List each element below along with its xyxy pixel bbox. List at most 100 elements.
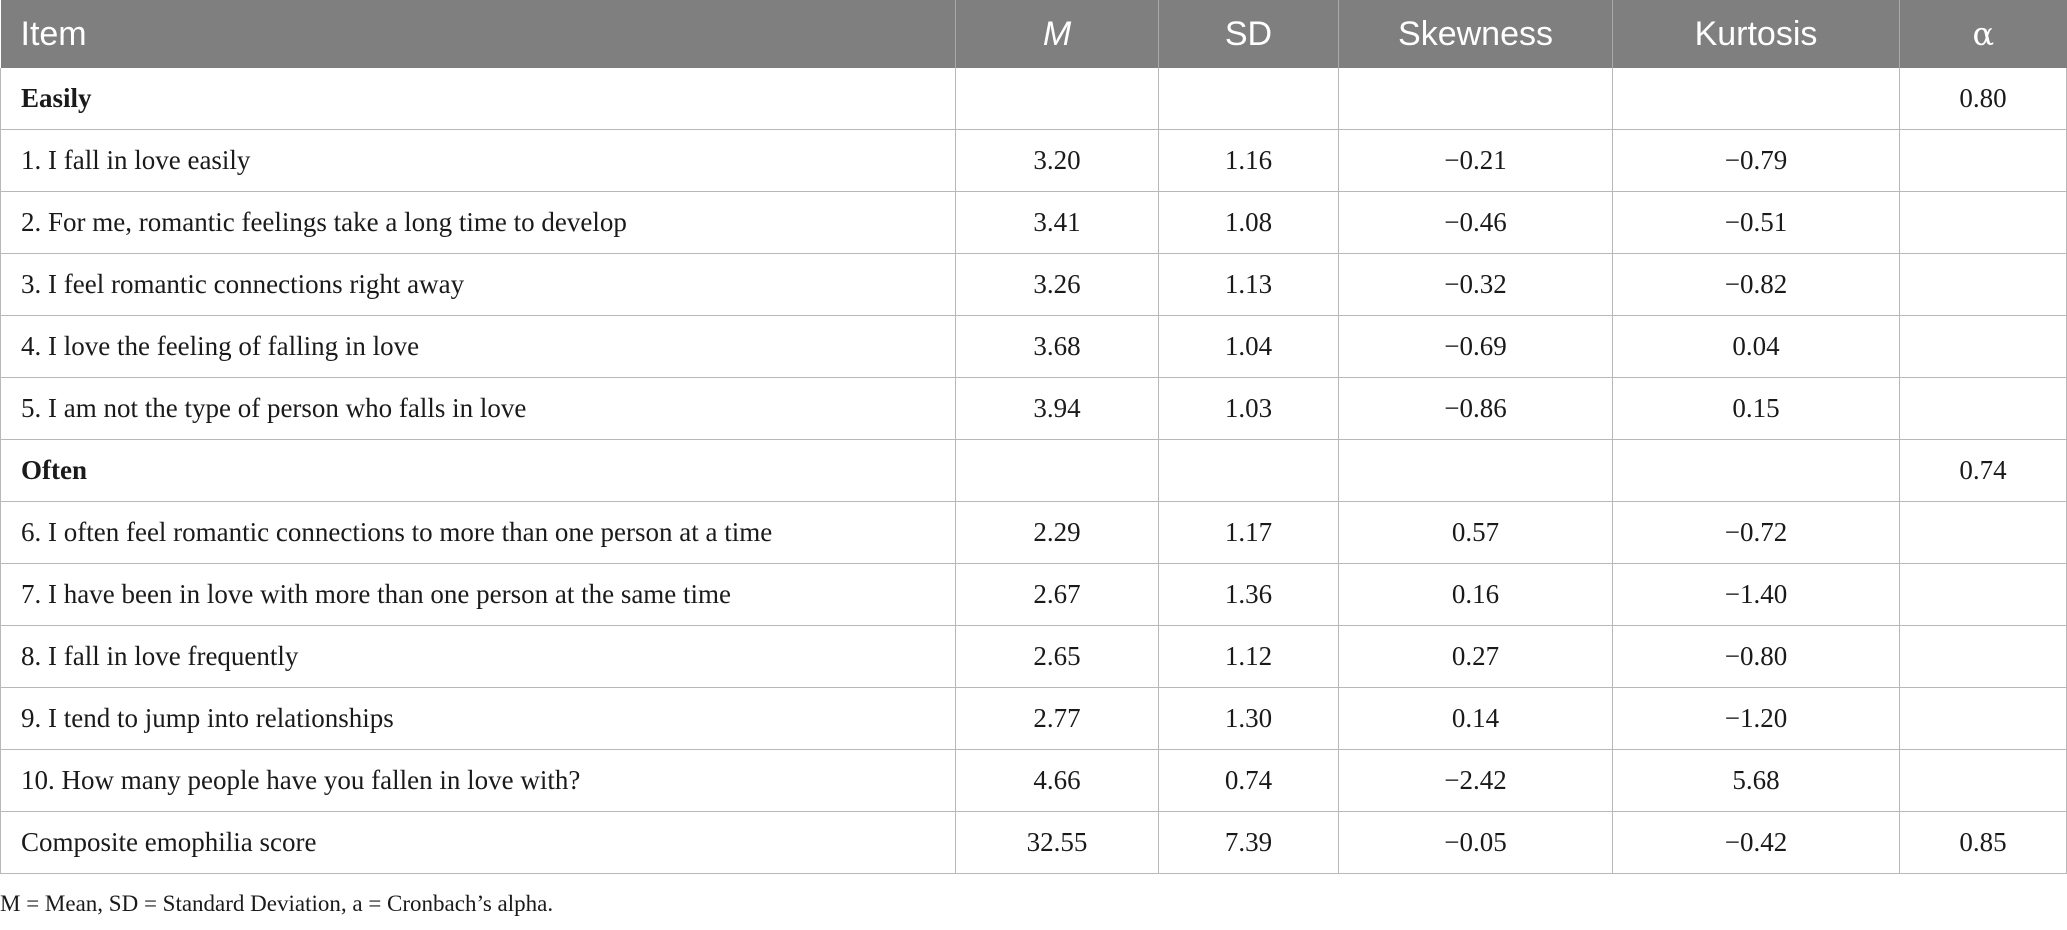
cell-alpha	[1899, 377, 2067, 440]
cell-mean: 3.20	[955, 129, 1159, 192]
table-row: Composite emophilia score 32.55 7.39 −0.…	[0, 811, 2067, 874]
cell-mean: 2.65	[955, 625, 1159, 688]
cell-item: 8. I fall in love frequently	[0, 625, 956, 688]
cell-alpha	[1899, 129, 2067, 192]
cell-skewness: 0.27	[1338, 625, 1613, 688]
cell-alpha: 0.74	[1899, 439, 2067, 502]
table-row: 4. I love the feeling of falling in love…	[0, 315, 2067, 378]
cell-skewness: −2.42	[1338, 749, 1613, 812]
cell-sd	[1158, 68, 1339, 130]
cell-kurtosis: 5.68	[1612, 749, 1900, 812]
cell-skewness	[1338, 68, 1613, 130]
table-row: 7. I have been in love with more than on…	[0, 563, 2067, 626]
cell-mean: 3.26	[955, 253, 1159, 316]
table-row: 5. I am not the type of person who falls…	[0, 377, 2067, 440]
cell-mean	[955, 439, 1159, 502]
cell-mean: 3.41	[955, 191, 1159, 254]
table-row: 8. I fall in love frequently 2.65 1.12 0…	[0, 625, 2067, 688]
cell-mean	[955, 68, 1159, 130]
cell-skewness: −0.69	[1338, 315, 1613, 378]
cell-alpha	[1899, 253, 2067, 316]
cell-alpha	[1899, 563, 2067, 626]
cell-item: Composite emophilia score	[0, 811, 956, 874]
cell-sd: 1.13	[1158, 253, 1339, 316]
cell-alpha	[1899, 315, 2067, 378]
table-row: 2. For me, romantic feelings take a long…	[0, 191, 2067, 254]
cell-mean: 3.94	[955, 377, 1159, 440]
cell-item: 7. I have been in love with more than on…	[0, 563, 956, 626]
cell-kurtosis: −0.72	[1612, 501, 1900, 564]
table-footnote: M = Mean, SD = Standard Deviation, a = C…	[0, 891, 554, 916]
cell-item: Easily	[0, 68, 956, 130]
header-kurtosis: Kurtosis	[1612, 0, 1900, 68]
cell-sd	[1158, 439, 1339, 502]
cell-item: 1. I fall in love easily	[0, 129, 956, 192]
table-row: 3. I feel romantic connections right awa…	[0, 253, 2067, 316]
cell-sd: 1.36	[1158, 563, 1339, 626]
table-row: 1. I fall in love easily 3.20 1.16 −0.21…	[0, 129, 2067, 192]
cell-sd: 1.12	[1158, 625, 1339, 688]
cell-kurtosis: −0.82	[1612, 253, 1900, 316]
header-skewness: Skewness	[1338, 0, 1613, 68]
cell-kurtosis: −0.42	[1612, 811, 1900, 874]
cell-item: Often	[0, 439, 956, 502]
cell-item: 6. I often feel romantic connections to …	[0, 501, 956, 564]
cell-sd: 0.74	[1158, 749, 1339, 812]
cell-item: 3. I feel romantic connections right awa…	[0, 253, 956, 316]
table-row: 10. How many people have you fallen in l…	[0, 749, 2067, 812]
cell-skewness: −0.86	[1338, 377, 1613, 440]
cell-skewness	[1338, 439, 1613, 502]
cell-sd: 1.17	[1158, 501, 1339, 564]
cell-item: 2. For me, romantic feelings take a long…	[0, 191, 956, 254]
table-row: 6. I often feel romantic connections to …	[0, 501, 2067, 564]
cell-alpha	[1899, 625, 2067, 688]
header-item: Item	[0, 0, 956, 68]
cell-kurtosis: 0.04	[1612, 315, 1900, 378]
cell-skewness: 0.14	[1338, 687, 1613, 750]
cell-kurtosis	[1612, 439, 1900, 502]
cell-skewness: −0.21	[1338, 129, 1613, 192]
cell-sd: 1.04	[1158, 315, 1339, 378]
header-mean: M	[955, 0, 1159, 68]
cell-skewness: 0.57	[1338, 501, 1613, 564]
cell-skewness: −0.05	[1338, 811, 1613, 874]
cell-mean: 3.68	[955, 315, 1159, 378]
cell-skewness: −0.32	[1338, 253, 1613, 316]
cell-alpha	[1899, 191, 2067, 254]
table-row: Easily 0.80	[0, 68, 2067, 130]
cell-item: 5. I am not the type of person who falls…	[0, 377, 956, 440]
descriptive-statistics-table: Item M SD Skewness Kurtosis α Easily 0.8…	[0, 0, 2067, 874]
header-alpha: α	[1899, 0, 2067, 68]
header-sd: SD	[1158, 0, 1339, 68]
cell-sd: 7.39	[1158, 811, 1339, 874]
table-body: Easily 0.80 1. I fall in love easily 3.2…	[0, 68, 2067, 874]
header-row: Item M SD Skewness Kurtosis α	[0, 0, 2067, 68]
cell-skewness: −0.46	[1338, 191, 1613, 254]
cell-kurtosis: −1.40	[1612, 563, 1900, 626]
cell-mean: 2.67	[955, 563, 1159, 626]
cell-item: 4. I love the feeling of falling in love	[0, 315, 956, 378]
cell-alpha	[1899, 749, 2067, 812]
cell-mean: 2.77	[955, 687, 1159, 750]
table-row: Often 0.74	[0, 439, 2067, 502]
cell-mean: 2.29	[955, 501, 1159, 564]
cell-sd: 1.16	[1158, 129, 1339, 192]
cell-alpha: 0.80	[1899, 68, 2067, 130]
cell-mean: 4.66	[955, 749, 1159, 812]
cell-alpha: 0.85	[1899, 811, 2067, 874]
cell-sd: 1.30	[1158, 687, 1339, 750]
cell-item: 9. I tend to jump into relationships	[0, 687, 956, 750]
cell-kurtosis: 0.15	[1612, 377, 1900, 440]
cell-kurtosis: −0.79	[1612, 129, 1900, 192]
cell-item: 10. How many people have you fallen in l…	[0, 749, 956, 812]
cell-skewness: 0.16	[1338, 563, 1613, 626]
cell-kurtosis	[1612, 68, 1900, 130]
cell-alpha	[1899, 687, 2067, 750]
cell-sd: 1.08	[1158, 191, 1339, 254]
cell-kurtosis: −0.80	[1612, 625, 1900, 688]
table-row: 9. I tend to jump into relationships 2.7…	[0, 687, 2067, 750]
cell-alpha	[1899, 501, 2067, 564]
cell-kurtosis: −0.51	[1612, 191, 1900, 254]
cell-mean: 32.55	[955, 811, 1159, 874]
